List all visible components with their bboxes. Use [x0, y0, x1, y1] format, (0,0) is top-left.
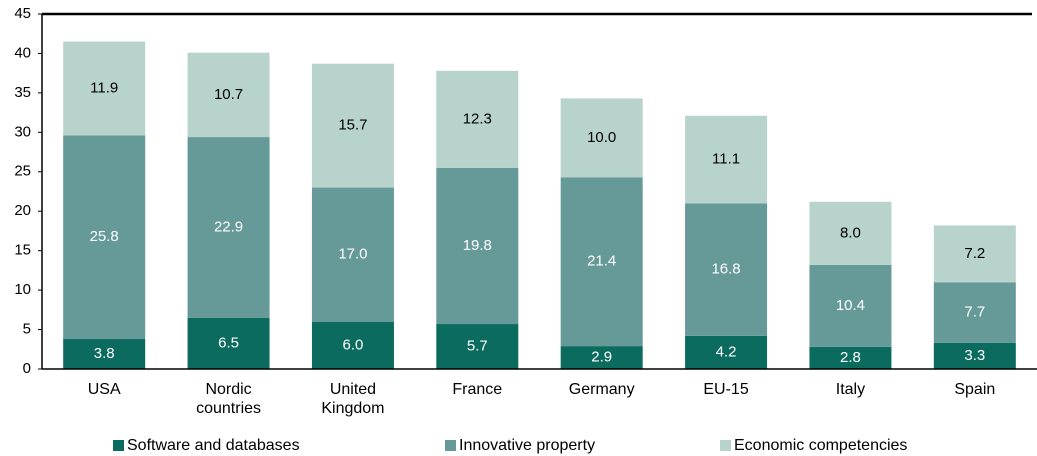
value-label: 21.4: [587, 253, 616, 270]
legend-swatch: [720, 440, 731, 451]
x-tick-label: United Kingdom: [321, 381, 385, 417]
x-tick-label: Nordic countries: [196, 381, 262, 417]
bar-segment: [187, 317, 270, 369]
value-label: 7.7: [964, 304, 985, 321]
value-label: 11.9: [90, 80, 118, 97]
bar-segment: [685, 115, 768, 204]
bar-segment: [63, 339, 146, 369]
value-label: 4.2: [716, 343, 737, 360]
value-label: 2.9: [591, 349, 612, 366]
y-tick-label: 5: [23, 321, 31, 338]
value-label: 11.1: [712, 151, 740, 168]
legend-label: Economic competencies: [734, 437, 907, 454]
value-label: 6.0: [343, 336, 364, 353]
y-tick-label: 0: [23, 360, 31, 377]
value-label: 10.0: [587, 129, 616, 146]
legend-label: Software and databases: [127, 437, 300, 454]
bar-segment: [809, 264, 892, 347]
value-label: 25.8: [90, 228, 119, 245]
bar-segment: [560, 346, 643, 369]
y-tick-label: 45: [14, 5, 31, 22]
bar-segment: [436, 70, 519, 168]
y-tick-label: 20: [14, 202, 31, 219]
bar-segment: [187, 137, 270, 318]
value-label: 10.7: [214, 86, 243, 103]
bar-segment: [311, 63, 394, 188]
x-tick-label: Spain: [954, 381, 996, 398]
bar-segment: [685, 335, 768, 369]
value-label: 6.5: [218, 334, 239, 351]
legend-label: Innovative property: [459, 437, 595, 454]
value-label: 12.3: [463, 110, 492, 127]
y-tick-label: 25: [14, 163, 31, 180]
bar-segment: [436, 324, 519, 369]
value-label: 19.8: [463, 237, 492, 254]
x-tick-label: Germany: [568, 381, 635, 398]
legend-swatch: [445, 440, 456, 451]
bar-segment: [809, 346, 892, 369]
bar-segment: [685, 203, 768, 336]
x-tick-label: EU-15: [703, 381, 749, 398]
legend-swatch: [113, 440, 124, 451]
y-tick-label: 15: [14, 242, 31, 259]
y-tick-label: 10: [14, 281, 31, 298]
bar-segment: [436, 167, 519, 325]
value-label: 22.9: [214, 218, 243, 235]
bar-segment: [63, 41, 146, 136]
bar-segment: [187, 52, 270, 138]
value-label: 17.0: [338, 246, 367, 263]
value-label: 5.7: [467, 337, 488, 354]
bar-segment: [560, 98, 643, 178]
y-tick-label: 30: [14, 123, 31, 140]
bar-segment: [311, 187, 394, 322]
value-label: 3.3: [964, 347, 985, 364]
bar-segment: [809, 201, 892, 265]
bar-segment: [63, 135, 146, 340]
value-label: 8.0: [840, 224, 861, 241]
y-tick-label: 40: [14, 44, 31, 61]
y-tick-label: 35: [14, 84, 31, 101]
x-tick-label: France: [452, 381, 503, 398]
value-label: 10.4: [836, 297, 865, 314]
value-label: 3.8: [94, 345, 115, 362]
value-label: 15.7: [338, 117, 367, 134]
value-label: 16.8: [711, 261, 740, 278]
x-tick-label: Italy: [835, 381, 866, 398]
value-label: 2.8: [840, 349, 861, 366]
bar-segment: [311, 321, 394, 369]
bar-segment: [933, 282, 1016, 343]
bar-segment: [933, 225, 1016, 283]
value-label: 7.2: [964, 245, 985, 262]
bar-segment: [933, 342, 1016, 369]
x-tick-label: USA: [87, 381, 121, 398]
bar-segment: [560, 177, 643, 347]
